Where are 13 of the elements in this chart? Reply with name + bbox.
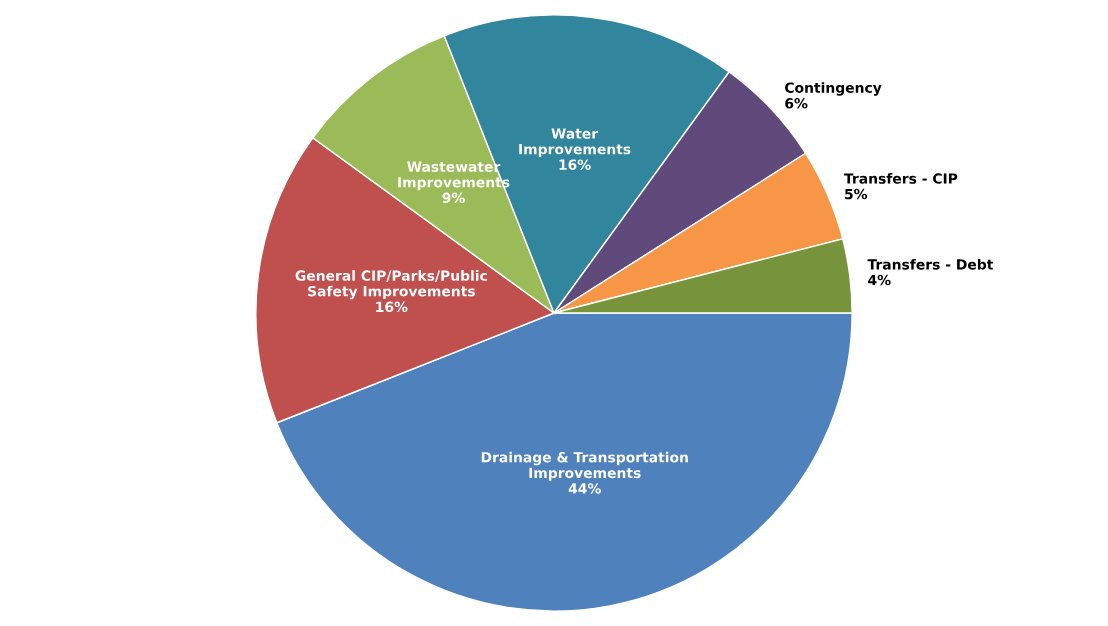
slice-label: Drainage & Transportation Improvements (481, 451, 688, 481)
slice-label: General CIP/Parks/Public Safety Improvements (295, 270, 487, 300)
data-label: 5% (845, 188, 868, 200)
data-label: 44% (568, 483, 601, 494)
slice-label: Water Improvements (519, 128, 631, 158)
data-label: 6% (785, 98, 808, 109)
data-label: 16% (376, 301, 408, 313)
data-label: 16% (559, 159, 591, 170)
slice-label: Contingency (785, 82, 882, 96)
data-label: 9% (442, 192, 465, 204)
slice-label: Transfers - CIP (844, 173, 958, 184)
data-label: 4% (868, 274, 891, 286)
slice-label: Transfers - Debt (867, 258, 994, 270)
